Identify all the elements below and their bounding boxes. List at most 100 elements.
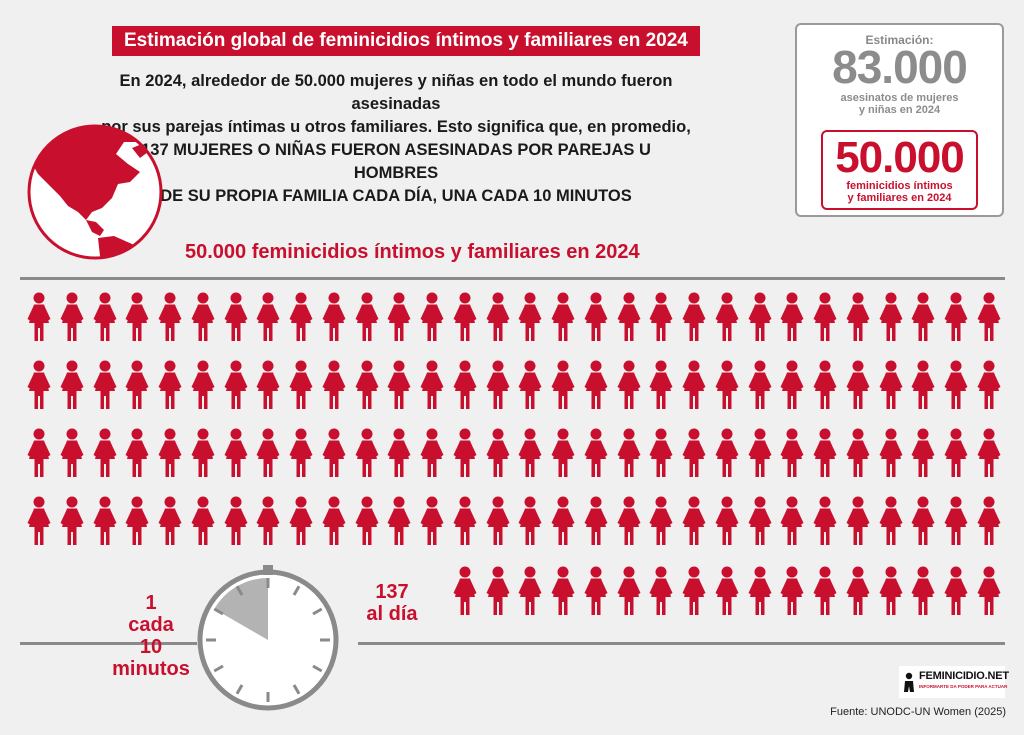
woman-figure-icon	[253, 428, 283, 478]
woman-figure-icon	[908, 292, 938, 342]
woman-figure-icon	[57, 292, 87, 342]
woman-figure-icon	[286, 360, 316, 410]
woman-figure-icon	[450, 428, 480, 478]
globe-icon	[20, 112, 165, 272]
woman-figure-icon	[745, 292, 775, 342]
woman-figure-icon	[319, 360, 349, 410]
woman-figure-icon	[450, 292, 480, 342]
woman-figure-icon	[712, 566, 742, 616]
woman-figure-icon	[941, 360, 971, 410]
woman-figure-icon	[745, 360, 775, 410]
woman-figure-icon	[90, 292, 120, 342]
intro-line: DE SU PROPIA FAMILIA CADA DÍA, UNA CADA …	[160, 187, 632, 205]
woman-figure-icon	[57, 496, 87, 546]
clock-crown	[263, 565, 273, 575]
woman-figure-icon	[384, 360, 414, 410]
woman-figure-icon	[581, 292, 611, 342]
clock-elapsed-wedge	[214, 578, 268, 640]
woman-figure-icon	[188, 496, 218, 546]
woman-figure-icon	[319, 428, 349, 478]
clock-caption-line: 1	[145, 592, 157, 614]
woman-figure-icon	[745, 428, 775, 478]
woman-figure-icon	[908, 428, 938, 478]
woman-figure-icon	[417, 496, 447, 546]
woman-figure-icon	[679, 496, 709, 546]
woman-figure-icon	[548, 496, 578, 546]
estimate-box: Estimación: 83.000 asesinatos de mujeres…	[795, 23, 1004, 217]
total-desc-line: asesinatos de mujeres	[840, 92, 959, 104]
infographic-title: Estimación global de feminicidios íntimo…	[112, 26, 700, 56]
total-desc-line: y niñas en 2024	[858, 104, 941, 116]
woman-figure-icon	[319, 496, 349, 546]
woman-figure-icon	[122, 496, 152, 546]
woman-figure-icon	[974, 566, 1004, 616]
clock-tick	[312, 664, 323, 673]
clock-tick	[213, 607, 224, 616]
woman-figure-icon	[352, 428, 382, 478]
intro-line: por sus parejas íntimas u otros familiar…	[101, 118, 691, 136]
woman-figure-icon	[286, 292, 316, 342]
divider-line	[20, 642, 197, 645]
woman-figure-icon	[188, 360, 218, 410]
woman-figure-icon	[745, 566, 775, 616]
woman-figure-icon	[614, 360, 644, 410]
woman-figure-icon	[90, 496, 120, 546]
woman-figure-icon	[155, 496, 185, 546]
femicide-desc-line: y familiares en 2024	[847, 192, 952, 204]
woman-figure-icon	[417, 292, 447, 342]
woman-figure-icon	[712, 360, 742, 410]
femicide-desc-line: feminicidios íntimos	[846, 180, 953, 192]
woman-figure-icon	[810, 360, 840, 410]
woman-figure-icon	[646, 360, 676, 410]
femicide-desc: feminicidios íntimos y familiares en 202…	[823, 180, 976, 204]
woman-figure-icon	[188, 428, 218, 478]
woman-figure-icon	[384, 496, 414, 546]
divider-line	[20, 277, 1005, 280]
woman-figure-icon	[614, 566, 644, 616]
clock-caption-line: 10	[139, 636, 163, 658]
clock-caption-line: minutos	[112, 658, 190, 680]
clock-tick	[312, 607, 323, 616]
woman-figure-icon	[24, 496, 54, 546]
woman-figure-icon	[876, 360, 906, 410]
woman-figure-icon	[24, 292, 54, 342]
woman-figure-icon	[483, 496, 513, 546]
woman-figure-icon	[581, 360, 611, 410]
clock-tick	[235, 684, 244, 695]
clock-tick	[235, 585, 244, 596]
woman-figure-icon	[843, 566, 873, 616]
woman-figure-icon	[384, 292, 414, 342]
woman-figure-icon	[974, 360, 1004, 410]
woman-figure-icon	[221, 428, 251, 478]
woman-figure-icon	[843, 360, 873, 410]
woman-figure-icon	[155, 428, 185, 478]
woman-figure-icon	[876, 566, 906, 616]
woman-figure-icon	[908, 496, 938, 546]
woman-figure-icon	[876, 428, 906, 478]
woman-figure-icon	[548, 360, 578, 410]
woman-figure-icon	[614, 428, 644, 478]
woman-figure-icon	[941, 292, 971, 342]
woman-figure-icon	[777, 428, 807, 478]
woman-figure-icon	[450, 360, 480, 410]
woman-figure-icon	[843, 496, 873, 546]
intro-text: En 2024, alrededor de 50.000 mujeres y n…	[100, 70, 692, 208]
woman-figure-icon	[188, 292, 218, 342]
woman-figure-icon	[581, 496, 611, 546]
woman-figure-icon	[221, 496, 251, 546]
woman-figure-icon	[908, 360, 938, 410]
woman-figure-icon	[450, 566, 480, 616]
woman-figure-icon	[253, 496, 283, 546]
woman-figure-icon	[974, 292, 1004, 342]
woman-figure-icon	[646, 428, 676, 478]
woman-figure-icon	[646, 292, 676, 342]
woman-figure-icon	[122, 292, 152, 342]
woman-figure-icon	[974, 496, 1004, 546]
clock-caption: 1 cada 10 minutos	[105, 592, 197, 680]
woman-figure-icon	[548, 566, 578, 616]
woman-figure-icon	[253, 292, 283, 342]
woman-figure-icon	[876, 292, 906, 342]
woman-figure-icon	[24, 428, 54, 478]
woman-figure-icon	[646, 496, 676, 546]
woman-figure-icon	[941, 428, 971, 478]
